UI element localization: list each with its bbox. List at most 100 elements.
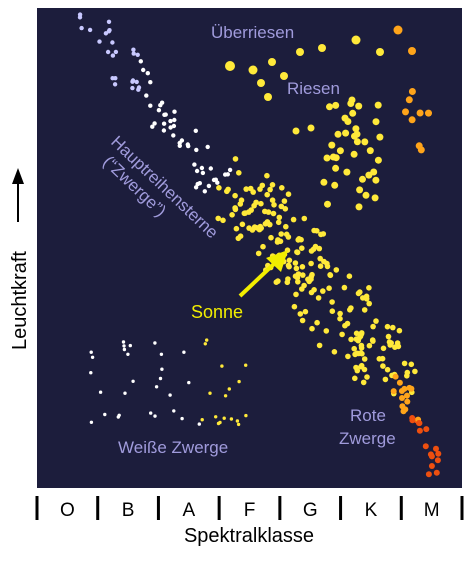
main-sequence-star <box>359 350 365 357</box>
main-sequence-star <box>302 308 309 315</box>
main-sequence-star <box>276 214 283 221</box>
main-sequence-star <box>296 236 302 242</box>
main-sequence-star <box>331 349 338 355</box>
main-sequence-star <box>232 205 238 211</box>
red-dwarf-star <box>390 388 397 395</box>
giant-star <box>405 96 413 104</box>
main-sequence-star <box>215 215 221 222</box>
main-sequence-star <box>79 25 84 31</box>
main-sequence-star <box>293 291 299 298</box>
main-sequence-star <box>267 186 273 193</box>
main-sequence-star <box>232 192 238 199</box>
main-sequence-star <box>168 118 173 124</box>
main-sequence-star <box>243 186 249 192</box>
main-sequence-star <box>227 167 233 173</box>
red-dwarf-star <box>396 379 403 386</box>
supergiant-star <box>408 47 416 55</box>
giant-star <box>355 102 363 110</box>
main-sequence-star <box>308 260 314 267</box>
white-dwarf-star <box>200 418 204 422</box>
white-dwarf-star <box>222 416 226 420</box>
giant-star <box>372 118 380 126</box>
white-dwarf-star <box>126 352 130 356</box>
supergiant-star <box>393 25 403 35</box>
main-sequence-star <box>376 356 383 362</box>
supergiant-star <box>296 48 304 56</box>
main-sequence-star <box>130 79 135 84</box>
main-sequence-star <box>199 165 205 171</box>
main-sequence-star <box>163 112 168 117</box>
red-dwarf-star <box>399 395 405 401</box>
plot-background <box>37 8 462 488</box>
supergiant-star <box>257 79 265 87</box>
main-sequence-star <box>110 76 115 81</box>
main-sequence-star <box>299 317 306 324</box>
main-sequence-star <box>131 47 136 52</box>
main-sequence-star <box>205 144 210 150</box>
main-sequence-star <box>275 219 282 226</box>
red-dwarf-star <box>423 426 430 433</box>
main-sequence-star <box>110 40 115 45</box>
main-sequence-star <box>171 123 177 129</box>
main-sequence-star <box>223 172 228 177</box>
white-dwarf-star <box>103 412 107 417</box>
white-dwarf-star <box>122 347 127 352</box>
giant-star <box>371 194 379 202</box>
red-dwarf-star <box>433 469 440 476</box>
white-dwarf-star <box>236 422 241 427</box>
giant-star <box>341 114 349 122</box>
main-sequence-star <box>294 249 300 255</box>
white-dwarf-star <box>131 379 135 383</box>
giant-star <box>361 138 369 146</box>
main-sequence-star <box>200 170 206 176</box>
main-sequence-star <box>285 276 291 282</box>
main-sequence-star <box>179 138 185 143</box>
main-sequence-star <box>385 333 392 340</box>
red-dwarf-star <box>404 392 410 399</box>
main-sequence-star <box>361 366 368 373</box>
white-dwarf-star <box>122 344 126 348</box>
main-sequence-star <box>229 212 235 218</box>
main-sequence-star <box>77 15 83 20</box>
white-dwarf-star <box>220 364 224 368</box>
main-sequence-star <box>297 311 304 317</box>
label-giants: Riesen <box>287 79 340 98</box>
main-sequence-star <box>260 243 266 250</box>
main-sequence-star <box>301 215 308 222</box>
giant-star <box>334 130 342 138</box>
giant-star <box>349 109 357 117</box>
white-dwarf-star <box>244 363 248 367</box>
x-axis-label: Spektralklasse <box>184 525 314 547</box>
sun-arrow <box>238 250 288 298</box>
white-dwarf-star <box>182 350 186 354</box>
giant-star <box>370 168 378 176</box>
main-sequence-star <box>268 234 274 241</box>
supergiant-star <box>318 44 326 52</box>
main-sequence-star <box>136 85 142 90</box>
main-sequence-star <box>172 117 177 123</box>
giant-star <box>352 125 360 133</box>
main-sequence-star <box>348 336 354 343</box>
main-sequence-star <box>299 245 305 251</box>
giant-star <box>356 186 364 194</box>
main-sequence-star <box>345 353 351 360</box>
red-dwarf-star <box>399 403 406 410</box>
supergiant-star <box>376 48 384 56</box>
main-sequence-star <box>380 345 387 352</box>
main-sequence-star <box>361 356 368 362</box>
white-dwarf-star <box>187 380 191 385</box>
main-sequence-star <box>327 272 333 278</box>
main-sequence-star <box>106 19 112 24</box>
main-sequence-star <box>258 200 264 207</box>
white-dwarf-star <box>223 394 228 398</box>
main-sequence-star <box>150 124 155 129</box>
main-sequence-star <box>282 206 289 212</box>
white-dwarf-star <box>121 340 126 344</box>
main-sequence-star <box>202 189 207 194</box>
main-sequence-star <box>344 320 351 327</box>
main-sequence-star <box>329 299 335 305</box>
white-dwarf-star <box>128 343 132 348</box>
main-sequence-star <box>148 80 153 85</box>
